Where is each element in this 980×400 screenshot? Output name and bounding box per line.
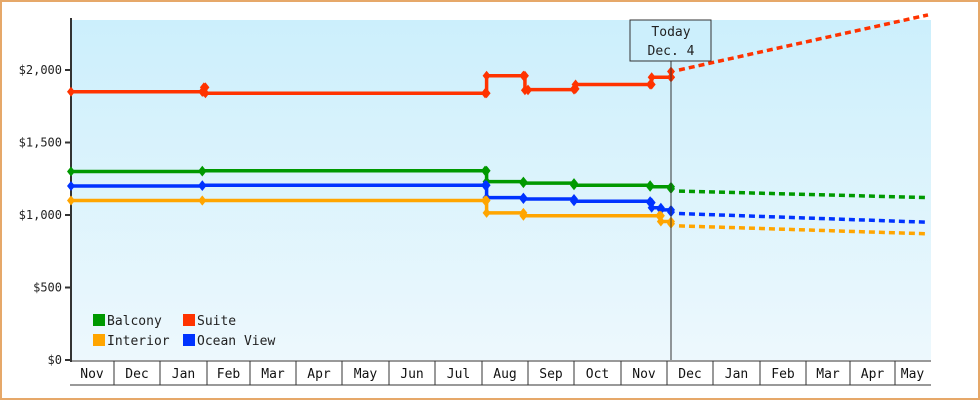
x-month-label: Jan xyxy=(725,367,748,382)
legend-label: Balcony xyxy=(107,314,162,329)
data-point-marker xyxy=(482,165,491,176)
data-point-marker xyxy=(570,180,578,191)
legend: Balcony Suite Interior Ocean View xyxy=(93,314,275,349)
today-date: Dec. 4 xyxy=(648,44,695,59)
x-month-label: Mar xyxy=(816,367,840,382)
data-point-marker xyxy=(482,195,491,206)
data-point-marker xyxy=(67,86,75,97)
data-point-marker xyxy=(571,79,580,90)
x-month-label: Jun xyxy=(400,367,423,382)
data-point-marker xyxy=(482,88,491,99)
data-point-marker xyxy=(482,70,491,81)
forecast-line xyxy=(678,211,929,224)
x-month-label: May xyxy=(901,367,925,382)
data-point-marker xyxy=(520,70,529,81)
data-point-marker xyxy=(482,180,491,191)
x-month-label: Feb xyxy=(771,367,795,382)
data-point-marker xyxy=(647,197,656,208)
legend-label: Suite xyxy=(197,314,236,329)
data-point-marker xyxy=(198,165,207,176)
x-month-label: Apr xyxy=(307,367,331,382)
data-point-marker xyxy=(656,210,665,221)
data-point-marker xyxy=(67,181,75,191)
legend-label: Ocean View xyxy=(197,334,275,349)
x-month-label: Sep xyxy=(539,367,563,382)
plot-area xyxy=(71,20,931,360)
legend-swatch xyxy=(93,314,105,326)
y-axis: $0 $500 $1,000 $1,500 $2,000 xyxy=(19,18,72,367)
today-marker: Today Dec. 4 xyxy=(629,19,712,360)
legend-label: Interior xyxy=(107,334,170,349)
data-point-marker xyxy=(647,72,656,83)
data-point-marker xyxy=(647,202,656,213)
series-lines xyxy=(67,13,929,236)
y-tick-label: $2,000 xyxy=(19,63,62,77)
data-point-marker xyxy=(67,166,75,177)
x-month-label: Dec xyxy=(678,367,701,382)
data-point-marker xyxy=(201,82,210,93)
x-month-label: Jan xyxy=(172,367,195,382)
legend-item-interior: Interior xyxy=(93,334,170,349)
data-point-marker xyxy=(482,207,491,218)
y-tick-label: $1,000 xyxy=(19,208,62,222)
legend-swatch xyxy=(93,334,105,346)
legend-item-suite: Suite xyxy=(183,314,236,329)
x-month-label: Aug xyxy=(493,367,516,382)
forecast-line xyxy=(678,13,929,72)
legend-item-ocean-view: Ocean View xyxy=(183,334,275,349)
data-point-marker xyxy=(570,196,578,207)
x-month-label: Nov xyxy=(632,367,656,382)
x-month-label: Dec xyxy=(125,367,148,382)
series-interior xyxy=(67,195,929,236)
data-point-marker xyxy=(647,79,656,90)
x-month-label: Jul xyxy=(447,367,470,382)
data-point-marker xyxy=(198,195,207,206)
x-month-label: Mar xyxy=(261,367,285,382)
x-month-label: Oct xyxy=(586,367,609,382)
today-label-box xyxy=(629,19,712,62)
data-point-marker xyxy=(524,84,532,95)
data-point-marker xyxy=(646,181,655,192)
x-month-label: May xyxy=(354,367,378,382)
forecast-line xyxy=(678,224,929,236)
data-point-marker xyxy=(519,194,528,205)
data-point-marker xyxy=(656,216,665,227)
x-month-label: Apr xyxy=(861,367,885,382)
data-point-marker xyxy=(519,210,528,221)
series-suite xyxy=(67,13,929,99)
today-label: Today xyxy=(651,25,690,40)
y-tick-label: $0 xyxy=(48,353,62,367)
x-month-label: Nov xyxy=(80,367,104,382)
y-tick-label: $1,500 xyxy=(19,136,62,150)
forecast-line xyxy=(678,189,929,200)
data-point-marker xyxy=(198,180,207,191)
legend-swatch xyxy=(183,314,195,326)
data-point-marker xyxy=(67,195,75,206)
data-point-marker xyxy=(201,88,210,99)
x-month-label: Feb xyxy=(217,367,241,382)
y-tick-label: $500 xyxy=(33,281,62,295)
legend-swatch xyxy=(183,334,195,346)
legend-item-balcony: Balcony xyxy=(93,314,162,329)
x-axis: Nov Dec Jan Feb Mar Apr May Jun Jul Aug Sep Oct Nov D… xyxy=(70,360,931,386)
data-point-marker xyxy=(519,178,528,189)
